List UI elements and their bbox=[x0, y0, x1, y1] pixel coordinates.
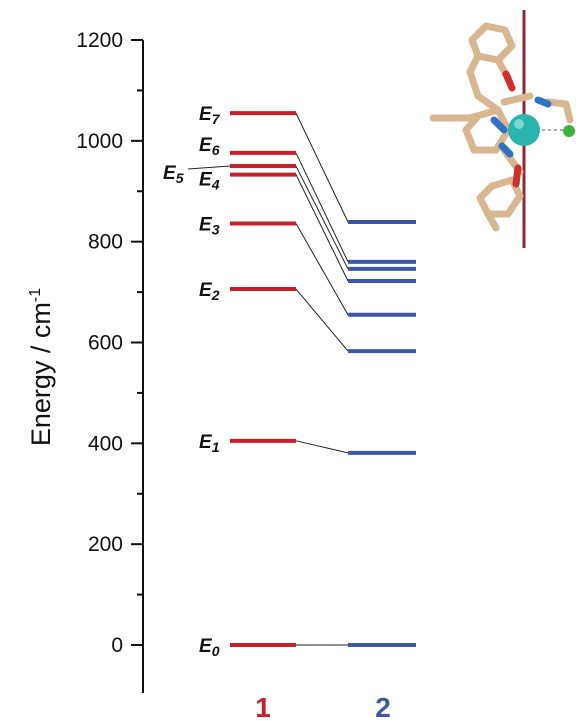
connector-lines bbox=[295, 112, 349, 646]
y-tick-label: 1000 bbox=[76, 130, 123, 153]
oxygen-bond-lower bbox=[512, 164, 522, 188]
y-ticks: 0 200 400 600 800 1000 1200 bbox=[76, 29, 143, 657]
level-label: E1 bbox=[199, 432, 220, 455]
nitrogen-bond-1 bbox=[490, 116, 508, 134]
connector-line bbox=[295, 152, 349, 263]
level-label: E3 bbox=[199, 215, 220, 238]
levels-compound-2 bbox=[348, 220, 416, 647]
level-label: E6 bbox=[199, 135, 220, 158]
y-axis: 0 200 400 600 800 1000 1200 bbox=[76, 29, 144, 693]
y-tick-label: 600 bbox=[88, 332, 123, 355]
column-label-2: 2 bbox=[375, 692, 391, 721]
y-tick-label: 200 bbox=[88, 533, 123, 556]
metal-ion bbox=[508, 114, 540, 146]
y-axis-title-text: Energy / cm bbox=[26, 302, 56, 446]
levels-compound-1 bbox=[230, 111, 296, 647]
level-label: E5 bbox=[163, 163, 184, 186]
connector-line bbox=[295, 223, 349, 316]
level-label: E2 bbox=[199, 280, 220, 303]
y-tick-label: 1200 bbox=[76, 29, 123, 52]
connector-line bbox=[295, 112, 349, 223]
y-axis-title: Energy / cm-1 bbox=[26, 288, 56, 446]
nitrogen-bond-3 bbox=[498, 142, 514, 158]
y-tick-label: 800 bbox=[88, 231, 123, 254]
chloride-ion bbox=[563, 125, 575, 137]
nitrogen-bond-2 bbox=[534, 96, 552, 108]
level-label: E0 bbox=[199, 636, 220, 659]
y-tick-label: 400 bbox=[88, 432, 123, 455]
connector-line bbox=[295, 440, 349, 454]
column-label-1: 1 bbox=[255, 692, 271, 721]
level-labels: E0 E1 E2 E3 E4 E5 E6 E7 bbox=[163, 104, 231, 659]
connector-line bbox=[295, 165, 349, 270]
y-axis-title-superscript: -1 bbox=[27, 288, 44, 302]
level-label-leader bbox=[187, 165, 231, 170]
oxygen-bond-upper bbox=[502, 70, 516, 92]
molecular-structure-icon bbox=[429, 10, 575, 248]
level-label: E7 bbox=[199, 104, 221, 127]
level-label: E4 bbox=[199, 170, 220, 193]
y-tick-label: 0 bbox=[111, 634, 123, 657]
connector-line bbox=[295, 174, 349, 282]
connector-line bbox=[295, 288, 349, 352]
